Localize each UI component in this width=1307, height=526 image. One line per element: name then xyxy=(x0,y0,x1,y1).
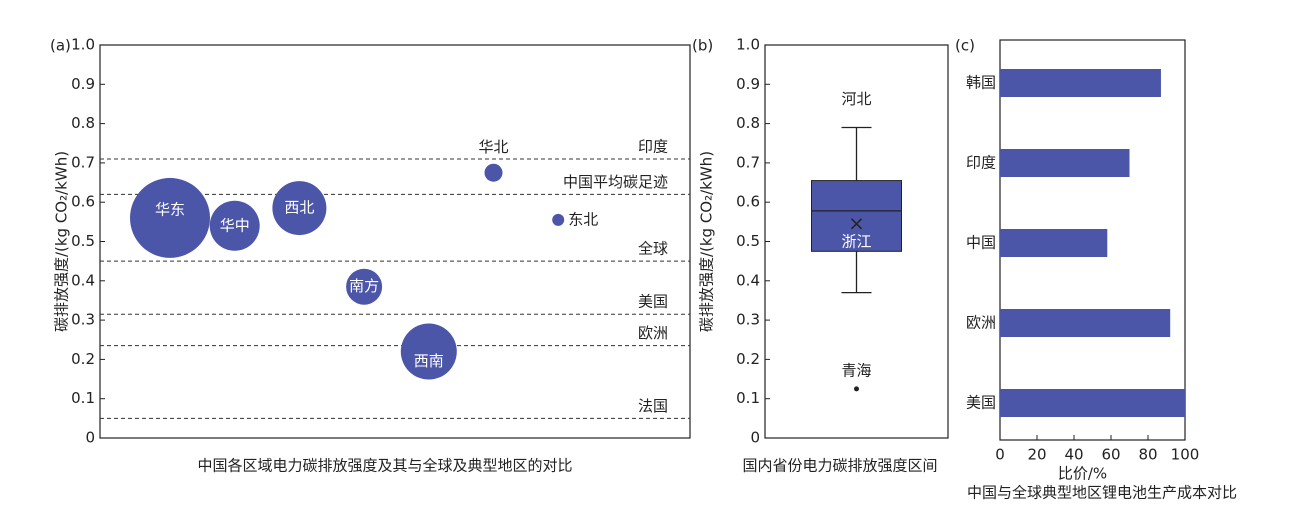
y-tick-label: 0.6 xyxy=(736,193,760,211)
y-tick-label: 0.8 xyxy=(736,114,760,132)
caption: 中国各区域电力碳排放强度及其与全球及典型地区的对比 xyxy=(197,457,572,475)
x-tick-label: 80 xyxy=(1138,446,1157,464)
bubble xyxy=(272,181,327,236)
y-tick-label: 欧洲 xyxy=(966,314,996,332)
mean-label: 浙江 xyxy=(841,232,871,250)
bubble xyxy=(400,323,457,380)
y-tick-label: 0.4 xyxy=(736,271,760,289)
y-tick-label: 0.1 xyxy=(736,389,760,407)
bubble xyxy=(552,213,565,226)
bar xyxy=(1000,389,1185,417)
y-tick-label: 美国 xyxy=(966,394,996,412)
y-tick-label: 0.3 xyxy=(71,311,95,329)
y-tick-label: 0.8 xyxy=(71,114,95,132)
y-tick-label: 0.1 xyxy=(71,389,95,407)
y-tick-label: 0.7 xyxy=(71,153,95,171)
bubble xyxy=(484,163,503,182)
outlier xyxy=(854,386,859,392)
panel-label: (b) xyxy=(692,37,713,55)
y-tick-label: 0.2 xyxy=(736,350,760,368)
y-tick-label: 0 xyxy=(750,429,760,447)
bubble xyxy=(209,200,260,251)
y-tick-label: 韩国 xyxy=(966,74,996,92)
bubble-label: 华北 xyxy=(478,138,508,156)
panel-label: (c) xyxy=(955,37,975,55)
reference-label: 欧洲 xyxy=(638,324,668,342)
bubble-label: 华东 xyxy=(155,200,185,218)
bar xyxy=(1000,149,1130,177)
x-axis-title: 比价/% xyxy=(1058,465,1107,483)
y-tick-label: 0.2 xyxy=(71,350,95,368)
bubble-label: 华中 xyxy=(220,216,250,234)
y-tick-label: 1.0 xyxy=(736,36,760,54)
y-tick-label: 0.6 xyxy=(71,193,95,211)
x-tick-label: 40 xyxy=(1064,446,1083,464)
bar xyxy=(1000,229,1108,257)
bubble xyxy=(130,177,210,258)
y-tick-label: 0.7 xyxy=(736,153,760,171)
reference-label: 法国 xyxy=(638,397,668,415)
y-tick-label: 0.5 xyxy=(736,232,760,250)
reference-label: 印度 xyxy=(638,137,668,155)
x-tick-label: 0 xyxy=(995,446,1005,464)
y-tick-label: 0.4 xyxy=(71,271,95,289)
y-tick-label: 印度 xyxy=(966,154,996,172)
y-tick-label: 0.5 xyxy=(71,232,95,250)
y-axis-title: 碳排放强度/(kg CO₂/kWh) xyxy=(698,151,716,332)
x-tick-label: 60 xyxy=(1101,446,1120,464)
caption: 国内省份电力碳排放强度区间 xyxy=(742,457,937,475)
y-tick-label: 0.3 xyxy=(736,311,760,329)
bubble-label: 西南 xyxy=(414,352,444,370)
bubble-label: 东北 xyxy=(568,210,598,228)
y-tick-label: 0 xyxy=(85,429,95,447)
bubble-label: 南方 xyxy=(349,277,379,295)
reference-label: 中国平均碳足迹 xyxy=(563,173,668,191)
high-label: 河北 xyxy=(841,90,871,108)
reference-label: 全球 xyxy=(638,240,668,258)
y-tick-label: 0.9 xyxy=(71,75,95,93)
box xyxy=(811,180,902,252)
y-tick-label: 0.9 xyxy=(736,75,760,93)
y-tick-label: 1.0 xyxy=(71,36,95,54)
outlier-label: 青海 xyxy=(841,361,871,379)
x-tick-label: 20 xyxy=(1027,446,1046,464)
bar xyxy=(1000,309,1171,337)
bar xyxy=(1000,69,1161,97)
x-tick-label: 100 xyxy=(1171,446,1200,464)
y-tick-label: 中国 xyxy=(966,234,996,252)
panel-label: (a) xyxy=(50,37,71,55)
caption: 中国与全球典型地区锂电池生产成本对比 xyxy=(967,484,1237,502)
y-axis-title: 碳排放强度/(kg CO₂/kWh) xyxy=(53,151,71,332)
bubble xyxy=(346,268,383,305)
bubble-label: 西北 xyxy=(284,199,314,217)
reference-label: 美国 xyxy=(638,293,668,311)
mean-marker xyxy=(850,218,863,230)
